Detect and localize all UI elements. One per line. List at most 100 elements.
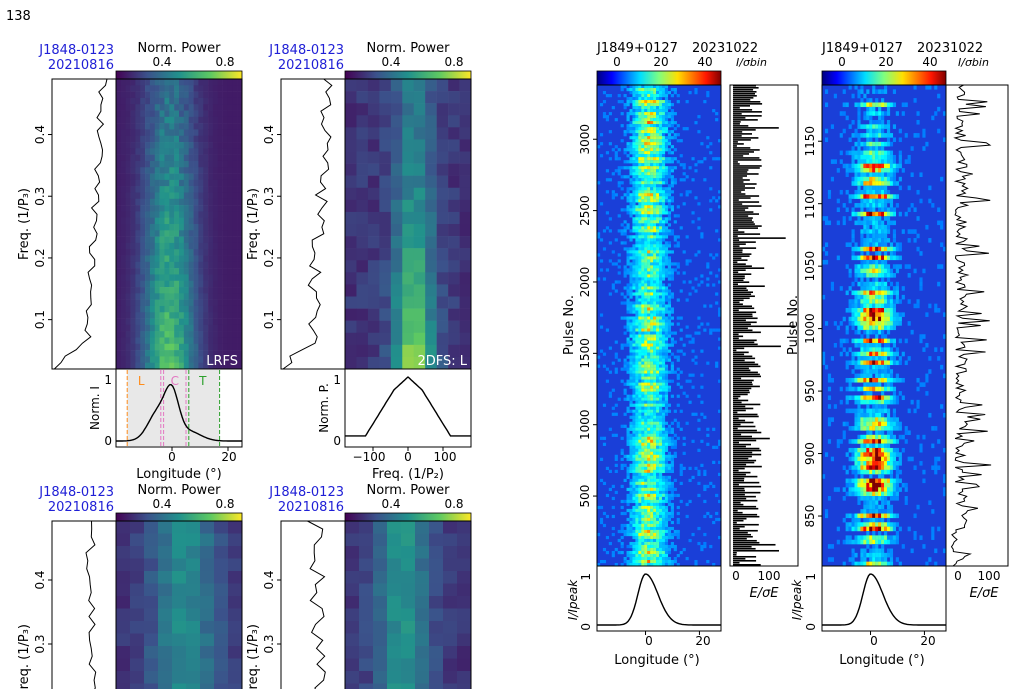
heatmap-cell — [237, 79, 243, 86]
stack-cell — [635, 199, 639, 203]
stack-cell — [647, 283, 651, 287]
heatmap-cell — [217, 160, 223, 168]
stack-cell — [647, 361, 651, 365]
stack-cell — [647, 262, 651, 266]
heatmap-cell — [436, 199, 449, 213]
stack-cell — [650, 109, 654, 113]
stack-cell — [664, 253, 669, 257]
energy-bar — [733, 153, 749, 155]
heatmap-cell — [373, 683, 388, 689]
heatmap-cell — [387, 571, 402, 584]
stack-cell — [599, 457, 604, 461]
heatmap-cell — [387, 621, 402, 634]
stack-cell — [641, 163, 645, 167]
heatmap-cell — [222, 192, 228, 200]
heatmap-cell — [203, 305, 209, 313]
heatmap-cell — [232, 97, 238, 105]
stack-cell — [635, 187, 639, 191]
stack-cell — [641, 469, 645, 474]
heatmap-cell — [208, 85, 214, 92]
heatmap-cell — [401, 546, 416, 559]
stack-cell — [679, 316, 683, 320]
stack-cell — [656, 109, 660, 113]
heatmap-cell — [222, 331, 228, 338]
stack-cell — [653, 484, 657, 489]
heatmap-cell — [130, 224, 136, 231]
stack-cell — [644, 448, 648, 452]
heatmap-cell — [193, 97, 199, 105]
heatmap-cell — [448, 308, 460, 321]
stack-cell — [641, 238, 645, 242]
stack-cell — [661, 415, 666, 419]
heatmap-cell — [222, 217, 228, 225]
heatmap-cell — [135, 236, 141, 244]
stack-cell — [653, 85, 657, 89]
stack-cell — [653, 340, 657, 344]
stack-cell — [641, 274, 645, 278]
stack-cell — [641, 343, 645, 347]
energy-bar — [733, 245, 740, 247]
stack-cell — [697, 427, 701, 431]
stack-cell — [647, 94, 651, 98]
stack-cell — [667, 121, 672, 125]
heatmap-cell — [198, 268, 204, 275]
heatmap-cell — [120, 268, 126, 275]
stack-cell — [656, 523, 660, 528]
stack-cell — [632, 559, 636, 564]
stack-cell — [712, 520, 716, 525]
stack-cell — [641, 430, 645, 434]
heatmap-cell — [154, 167, 160, 174]
heatmap-cell — [401, 608, 416, 622]
date-label: 20231022 — [917, 41, 983, 56]
stack-cell — [647, 337, 651, 341]
heatmap-cell — [183, 186, 189, 193]
stack-cell — [620, 232, 624, 236]
stack-cell — [667, 265, 672, 269]
heatmap-cell — [125, 186, 131, 193]
stack-cell — [659, 457, 663, 461]
stack-cell — [647, 154, 651, 158]
heatmap-cell — [436, 308, 449, 321]
heatmap-cell — [359, 608, 374, 622]
stack-cell — [608, 94, 612, 98]
heatmap-cell — [436, 103, 449, 116]
heatmap-cell — [125, 110, 131, 118]
stack-cell — [644, 403, 648, 407]
stack-cell — [632, 511, 636, 516]
heatmap-cell — [222, 356, 228, 363]
heatmap-cell — [198, 356, 204, 363]
stack-cell — [635, 295, 639, 299]
stack-cell — [620, 175, 624, 179]
heatmap-cell — [159, 97, 165, 105]
heatmap-cell — [237, 318, 243, 326]
heatmap-cell — [188, 305, 194, 313]
energy-bar — [733, 123, 740, 125]
y-axis: 0.10.20.30.4 — [33, 125, 52, 329]
stack-cell — [632, 283, 636, 287]
stack-cell — [623, 424, 627, 428]
stack-cell — [679, 499, 683, 504]
stack-cell — [661, 400, 666, 404]
stack-cell — [653, 475, 657, 480]
heatmap-cell — [222, 236, 228, 244]
stack-cell — [635, 151, 639, 155]
stack-cell — [656, 172, 660, 176]
energy-bar — [733, 517, 747, 520]
stack-cell — [694, 466, 698, 470]
stack-cell — [644, 364, 648, 368]
stack-cell — [632, 217, 636, 221]
stack-cell — [653, 277, 657, 281]
stack-cell — [656, 490, 660, 495]
heatmap-cell — [116, 608, 131, 622]
heatmap-cell — [188, 224, 194, 231]
heatmap-cell — [130, 362, 136, 370]
energy-bar — [733, 347, 745, 350]
heatmap-cell — [232, 85, 238, 92]
heatmap-cell — [130, 97, 136, 105]
stack-cell — [629, 214, 633, 218]
stack-cell — [664, 262, 669, 266]
stack-cell — [632, 274, 636, 278]
stack-cell — [670, 364, 674, 368]
stack-cell — [611, 193, 615, 197]
